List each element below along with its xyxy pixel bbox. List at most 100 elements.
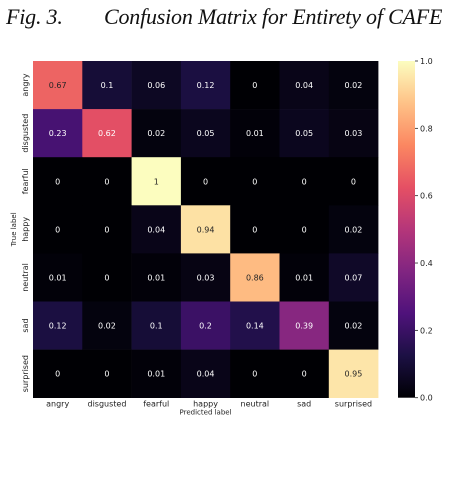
- cell-value-label: 0: [252, 370, 257, 379]
- cell-value-label: 0.03: [345, 129, 363, 138]
- cell-value-label: 0.1: [101, 81, 114, 90]
- y-tick-labels: angry disgusted fearful happy neutral sad surp…: [21, 73, 30, 392]
- heatmap-cell: [131, 109, 182, 158]
- cell-value-label: 0.04: [295, 81, 313, 90]
- heatmap-cell: [279, 157, 330, 206]
- cell-value-label: 0.07: [345, 273, 363, 282]
- y-tick-label: fearful: [21, 168, 30, 194]
- heatmap-cell: [33, 109, 83, 158]
- heatmap-cell: [82, 157, 132, 206]
- cell-value-label: 0.1: [150, 322, 163, 331]
- x-tick-label: surprised: [335, 400, 372, 409]
- heatmap-cell: [180, 349, 231, 398]
- heatmap-cell: [82, 205, 132, 254]
- figure-title: Confusion Matrix for Entirety of CAFE: [104, 4, 443, 29]
- heatmap-cell: [279, 205, 330, 254]
- figure-number: Fig. 3.: [6, 4, 63, 29]
- cell-value-label: 0.05: [197, 129, 215, 138]
- y-tick-label: disgusted: [21, 114, 30, 153]
- heatmap-cell: [82, 253, 132, 302]
- x-tick-label: fearful: [143, 400, 169, 409]
- heatmap-cell: [180, 61, 231, 110]
- cell-value-label: 0.12: [49, 322, 67, 331]
- cell-value-label: 0.62: [98, 129, 116, 138]
- cell-value-label: 0.02: [147, 129, 165, 138]
- cell-value-label: 0.2: [199, 322, 212, 331]
- heatmap-cell: [279, 349, 330, 398]
- cell-value-label: 0.94: [197, 225, 215, 234]
- colorbar-tick-label: 0.4: [420, 259, 433, 268]
- colorbar-tick-label: 0.8: [420, 124, 433, 133]
- heatmap-cell: [328, 109, 379, 158]
- x-tick-label: neutral: [241, 400, 270, 409]
- heatmap-cell: [328, 61, 379, 110]
- cell-value-label: 0: [55, 177, 60, 186]
- heatmap-cell: [230, 253, 280, 302]
- heatmap-cell: [82, 109, 132, 158]
- cell-value-label: 0.05: [295, 129, 313, 138]
- heatmap-cell: [230, 301, 280, 350]
- heatmap-cell: [180, 109, 231, 158]
- y-tick-label: angry: [21, 73, 30, 96]
- heatmap-cell: [328, 205, 379, 254]
- cell-value-label: 0.06: [147, 81, 165, 90]
- cell-value-label: 0.23: [49, 129, 67, 138]
- heatmap-cell: [180, 253, 231, 302]
- cell-value-label: 0.12: [197, 81, 215, 90]
- heatmap-cell: [328, 157, 379, 206]
- x-tick-label: angry: [46, 400, 69, 409]
- cell-value-label: 0.01: [49, 273, 67, 282]
- x-tick-labels: angry disgusted fearful happy neutral sad surp…: [46, 400, 372, 409]
- cell-value-label: 0: [55, 225, 60, 234]
- heatmap-cell: [180, 157, 231, 206]
- x-tick-label: disgusted: [87, 400, 126, 409]
- heatmap-cell: [328, 253, 379, 302]
- heatmap-cell: [279, 61, 330, 110]
- cell-value-label: 0: [302, 225, 307, 234]
- heatmap-cell: [230, 61, 280, 110]
- colorbar-tick-label: 0.2: [420, 326, 433, 335]
- heatmap-cells: 0.67 0.1 0.06 0.12 0 0.04 0.02 0.23 0.62 0.02 0.05…: [33, 61, 379, 398]
- cell-value-label: 0.04: [147, 225, 165, 234]
- heatmap-cell: [279, 109, 330, 158]
- cell-value-label: 0: [203, 177, 208, 186]
- y-tick-label: sad: [21, 318, 30, 332]
- x-tick-label: happy: [193, 400, 218, 409]
- heatmap-cell: [279, 253, 330, 302]
- y-axis-label: True label: [10, 212, 18, 247]
- heatmap-cell: [131, 61, 182, 110]
- heatmap-cell: [230, 109, 280, 158]
- heatmap-cell: [82, 349, 132, 398]
- cell-value-label: 0: [104, 273, 109, 282]
- cell-value-label: 0.67: [49, 81, 67, 90]
- heatmap-cell: [328, 349, 379, 398]
- heatmap-cell: [131, 205, 182, 254]
- colorbar-tick-label: 0.0: [420, 394, 433, 403]
- cell-value-label: 0.02: [345, 322, 363, 331]
- colorbar-tick-label: 1.0: [420, 57, 433, 66]
- heatmap-cell: [180, 301, 231, 350]
- heatmap-cell: [131, 157, 182, 206]
- heatmap-cell: [33, 301, 83, 350]
- heatmap-cell: [131, 253, 182, 302]
- heatmap-cell: [279, 301, 330, 350]
- heatmap-cell: [33, 157, 83, 206]
- heatmap-cell: [33, 205, 83, 254]
- colorbar: [398, 61, 415, 398]
- cell-value-label: 0: [104, 370, 109, 379]
- y-tick-label: surprised: [21, 355, 30, 392]
- colorbar-tick-label: 0.6: [420, 192, 433, 201]
- heatmap-cell: [82, 61, 132, 110]
- cell-value-label: 0.95: [345, 370, 363, 379]
- cell-value-label: 0: [302, 177, 307, 186]
- cell-value-label: 1: [154, 177, 159, 186]
- cell-value-label: 0.02: [98, 322, 116, 331]
- heatmap-cell: [33, 349, 83, 398]
- cell-value-label: 0.03: [197, 273, 215, 282]
- cell-value-label: 0.01: [147, 370, 165, 379]
- figure-caption: Fig. 3. Confusion Matrix for Entirety of …: [6, 4, 450, 38]
- cell-value-label: 0: [104, 225, 109, 234]
- cell-value-label: 0.01: [246, 129, 264, 138]
- y-tick-label: neutral: [21, 263, 30, 292]
